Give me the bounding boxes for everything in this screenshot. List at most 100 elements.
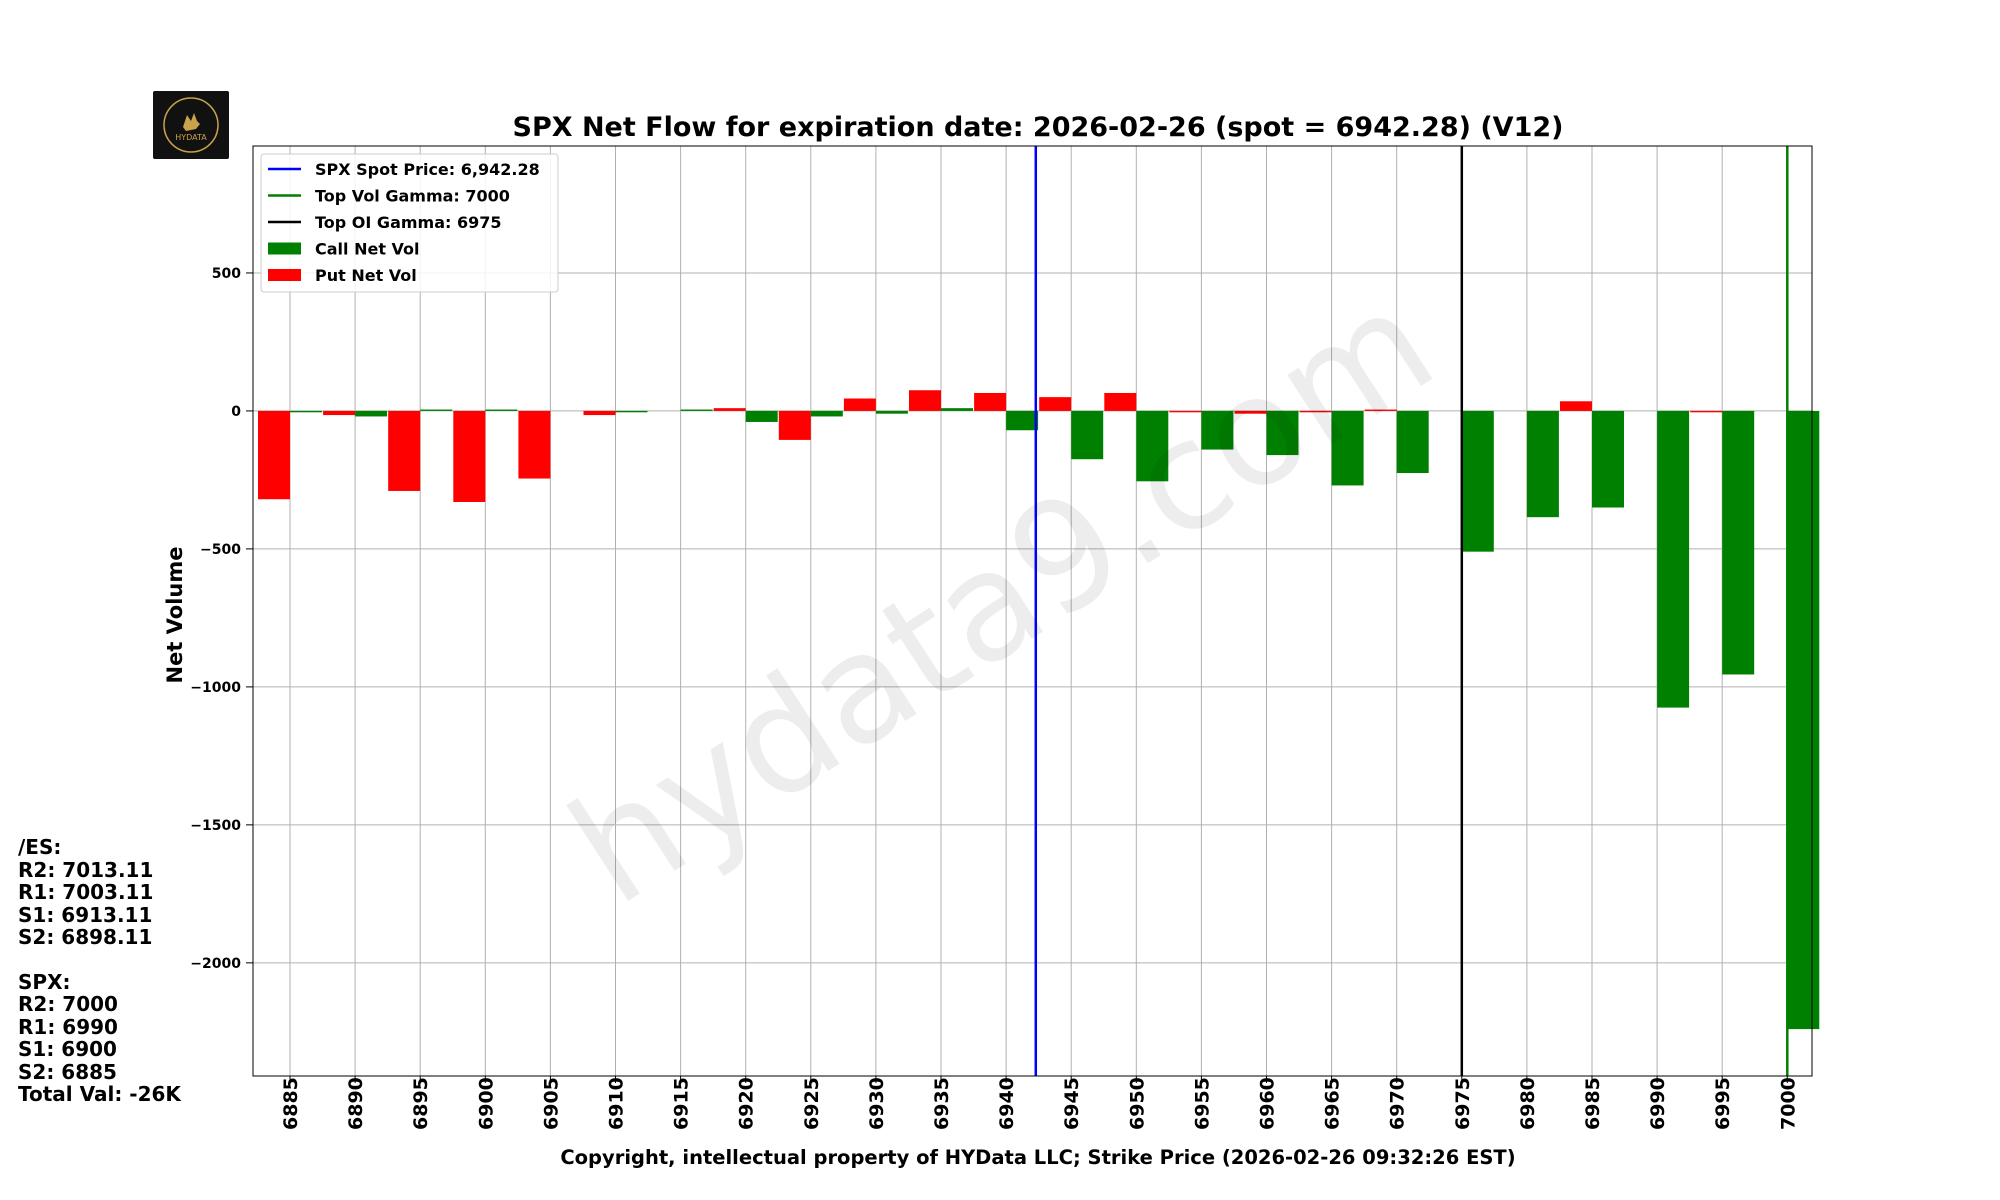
put-bar xyxy=(1364,409,1397,411)
y-axis-label: Net Volume xyxy=(163,547,187,684)
x-tick-label: 6940 xyxy=(996,1077,1018,1130)
put-bar xyxy=(1039,397,1072,411)
x-tick-label: 6890 xyxy=(345,1077,367,1130)
chart-title: SPX Net Flow for expiration date: 2026-0… xyxy=(513,112,1564,143)
put-bar xyxy=(518,410,551,479)
put-bar xyxy=(1234,410,1267,414)
levels-panel: /ES: R2: 7013.11 R1: 7003.11 S1: 6913.11… xyxy=(18,836,181,1106)
call-bar xyxy=(420,409,453,411)
legend-patch-swatch xyxy=(268,242,301,255)
spx-level: S1: 6900 xyxy=(18,1037,117,1061)
watermark: hydata9.com xyxy=(542,256,1463,939)
x-tick-label: 6985 xyxy=(1582,1077,1604,1130)
x-tick-label: 6935 xyxy=(931,1077,953,1130)
y-tick-label: −500 xyxy=(200,542,241,558)
put-bar xyxy=(1560,401,1592,411)
x-tick-label: 6900 xyxy=(475,1077,497,1130)
y-tick-label: 0 xyxy=(231,404,241,420)
call-bar xyxy=(1266,410,1299,456)
put-bar xyxy=(843,398,876,411)
x-tick-label: 6965 xyxy=(1322,1077,1344,1130)
x-tick-label: 6980 xyxy=(1517,1077,1539,1130)
call-bar xyxy=(941,408,973,411)
put-bar xyxy=(1299,410,1332,413)
x-tick-label: 6905 xyxy=(540,1077,562,1130)
legend-label: Top Vol Gamma: 7000 xyxy=(315,187,510,206)
call-bar xyxy=(1071,410,1104,460)
bars xyxy=(258,390,1820,1030)
y-tick-label: −1500 xyxy=(190,818,241,834)
put-bar xyxy=(974,392,1007,411)
legend-patch-swatch xyxy=(268,269,301,281)
call-bar xyxy=(355,410,388,417)
legend-label: Put Net Vol xyxy=(315,266,417,285)
x-tick-label: 6885 xyxy=(280,1077,302,1130)
reference-lines xyxy=(1034,146,1789,1076)
call-bar xyxy=(810,410,843,417)
y-tick-label: −2000 xyxy=(190,956,241,972)
call-bar xyxy=(1396,410,1429,474)
y-tick-label: 500 xyxy=(212,266,241,282)
spx-header: SPX: xyxy=(18,969,71,994)
legend-label: Top OI Gamma: 6975 xyxy=(315,213,502,232)
es-level: S1: 6913.11 xyxy=(18,902,153,927)
x-tick-label: 6950 xyxy=(1126,1077,1148,1130)
es-level: S2: 6898.11 xyxy=(18,925,153,949)
svg-text:HYDATA: HYDATA xyxy=(175,133,207,142)
put-bar xyxy=(1690,410,1723,413)
put-bar xyxy=(323,410,356,416)
x-tick-label: 6920 xyxy=(736,1077,758,1130)
call-bar xyxy=(485,409,518,411)
x-tick-label: 6910 xyxy=(606,1077,628,1130)
legend-label: Call Net Vol xyxy=(315,240,420,259)
spx-level: S2: 6885 xyxy=(18,1059,117,1084)
legend-box xyxy=(260,153,559,293)
spx-level: R1: 6990 xyxy=(18,1014,118,1039)
y-tick-label: −1000 xyxy=(190,680,241,696)
call-bar xyxy=(1526,410,1559,518)
put-bar xyxy=(778,410,811,440)
call-bar xyxy=(1787,410,1820,1030)
x-tick-label: 7000 xyxy=(1777,1077,1799,1130)
call-bar xyxy=(1722,410,1755,675)
call-bar xyxy=(1657,410,1690,708)
call-bar xyxy=(875,410,908,414)
call-bar xyxy=(745,410,778,422)
total-value: Total Val: -26K xyxy=(18,1082,181,1106)
hydata-logo: HYDATA xyxy=(153,91,229,159)
put-bar xyxy=(388,410,421,491)
put-bar xyxy=(909,390,941,411)
put-bar xyxy=(713,408,746,411)
call-bar xyxy=(1006,410,1039,431)
put-bar xyxy=(258,410,290,500)
put-bar xyxy=(1169,410,1202,413)
x-tick-label: 6995 xyxy=(1712,1077,1734,1130)
x-tick-label: 6970 xyxy=(1387,1077,1409,1130)
call-bar xyxy=(1461,410,1494,552)
x-tick-label: 6990 xyxy=(1647,1077,1669,1130)
call-bar xyxy=(1201,410,1234,450)
call-bar xyxy=(290,410,322,413)
x-tick-label: 6945 xyxy=(1061,1077,1083,1130)
legend: SPX Spot Price: 6,942.28 Top Vol Gamma: 7… xyxy=(260,153,559,293)
axes: 6885 6890 6895 6900 6905 6910 6915 6920 6925 6930… xyxy=(190,266,1799,1130)
call-bar xyxy=(1592,410,1624,508)
x-axis-label: Copyright, intellectual property of HYDa… xyxy=(560,1146,1515,1169)
legend-label: SPX Spot Price: 6,942.28 xyxy=(315,160,540,179)
call-bar xyxy=(680,409,713,411)
put-bar xyxy=(1104,392,1137,411)
call-bar xyxy=(615,410,648,413)
plot-area xyxy=(252,145,1813,1077)
x-tick-label: 6975 xyxy=(1452,1077,1474,1130)
put-bar xyxy=(583,410,616,416)
call-bar xyxy=(1331,410,1364,486)
call-bar xyxy=(1136,410,1169,482)
x-tick-label: 6960 xyxy=(1257,1077,1279,1130)
x-tick-label: 6915 xyxy=(671,1077,693,1130)
x-tick-label: 6925 xyxy=(801,1077,823,1130)
put-bar xyxy=(453,410,486,502)
x-tick-label: 6955 xyxy=(1191,1077,1213,1130)
x-tick-label: 6895 xyxy=(410,1077,432,1130)
es-level: R1: 7003.11 xyxy=(18,880,154,904)
